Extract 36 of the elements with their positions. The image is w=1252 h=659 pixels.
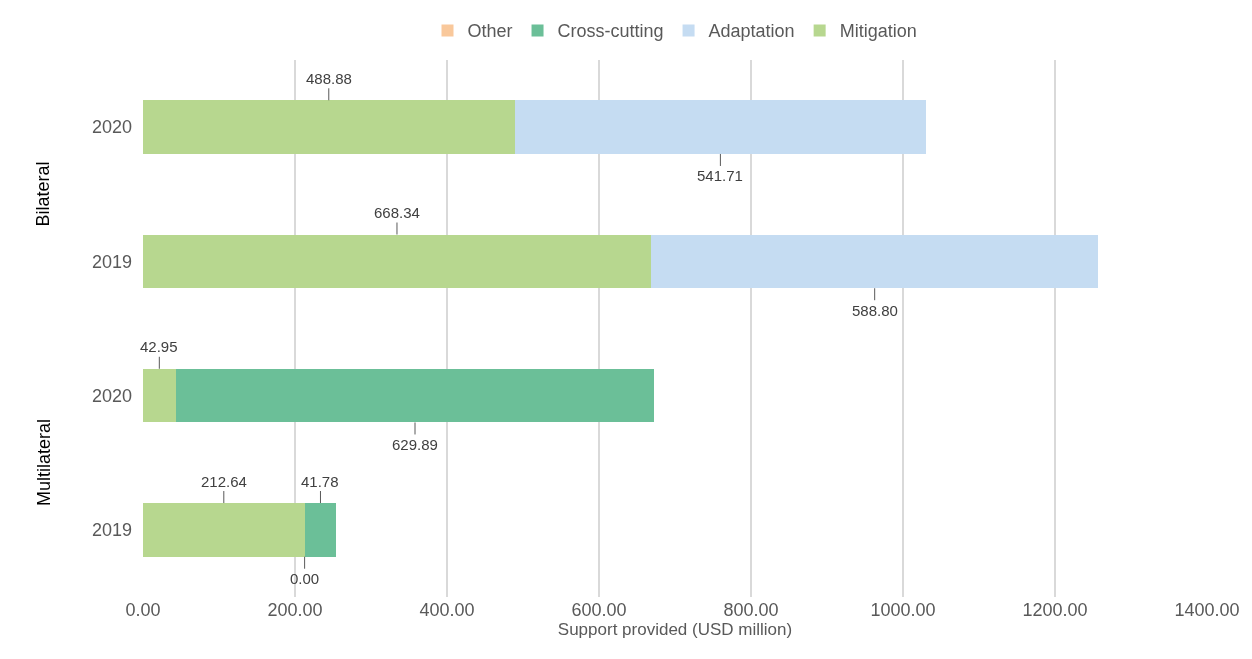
x-tick-label: 1400.00 — [1174, 600, 1240, 620]
legend-label: Adaptation — [708, 21, 795, 42]
legend-label: Cross-cutting — [557, 21, 664, 42]
bar — [650, 234, 1099, 289]
data-label: 41.78 — [301, 473, 339, 490]
text: Multilateral — [33, 419, 54, 507]
bar — [143, 234, 651, 289]
data-label: 541.71 — [697, 167, 743, 184]
x-axis-title: Support provided (USD million) — [557, 620, 793, 640]
y-tick-label: 2020 — [91, 117, 132, 138]
bar — [514, 100, 927, 154]
bar — [143, 100, 515, 154]
x-tick-label: 0.00 — [125, 600, 161, 620]
data-label: 212.64 — [201, 473, 247, 490]
y-tick-label: 2019 — [91, 520, 132, 541]
x-tick-label: 800.00 — [723, 600, 779, 620]
y-tick-label: 2019 — [91, 251, 132, 272]
data-label: 0.00 — [290, 570, 320, 587]
text: Bilateral — [33, 161, 54, 227]
bar — [143, 503, 305, 557]
data-label: 629.89 — [392, 436, 438, 453]
x-tick-label: 400.00 — [419, 600, 475, 620]
x-tick-label: 600.00 — [571, 600, 627, 620]
data-label: 588.80 — [852, 302, 898, 319]
x-tick-label: 200.00 — [267, 600, 323, 620]
bar — [143, 368, 176, 423]
y-tick-label: 2020 — [91, 385, 132, 406]
bar — [175, 368, 655, 423]
data-label: 488.88 — [306, 70, 352, 87]
bar — [304, 503, 337, 557]
x-tick-label: 1200.00 — [1022, 600, 1088, 620]
legend-label: Other — [467, 21, 513, 42]
x-tick-label: 1000.00 — [870, 600, 936, 620]
data-label: 42.95 — [140, 338, 178, 355]
data-label: 668.34 — [374, 204, 420, 221]
legend-label: Mitigation — [839, 21, 917, 42]
